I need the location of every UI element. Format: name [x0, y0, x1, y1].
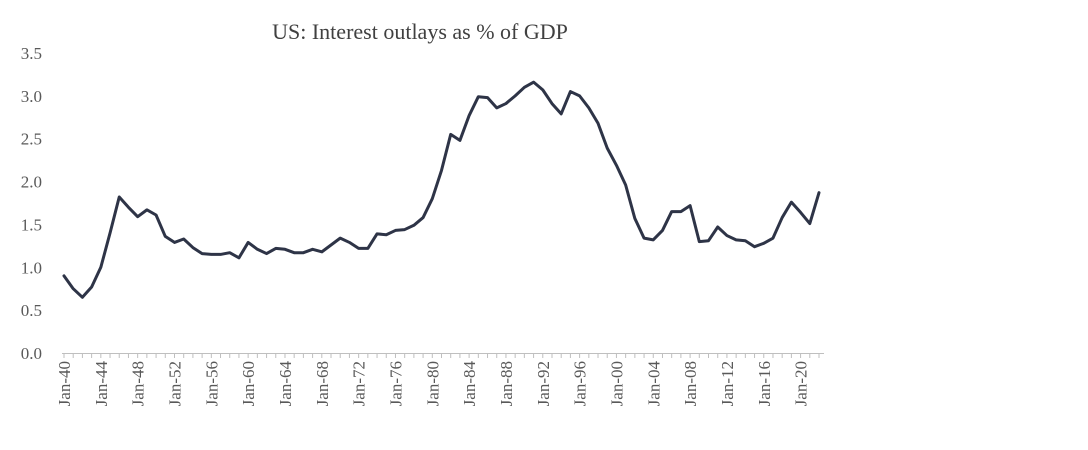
y-tick-label: 0.0	[21, 344, 42, 363]
x-tick-label: Jan-96	[571, 361, 590, 406]
x-tick-label: Jan-68	[313, 361, 332, 406]
y-axis-tick-labels: 0.0 0.5 1.0 1.5 2.0 2.5 3.0 3.5	[21, 44, 42, 363]
x-tick-label: Jan-92	[534, 361, 553, 406]
x-tick-label: Jan-64	[276, 361, 295, 407]
x-tick-label: Jan-80	[423, 361, 442, 406]
x-tick-label: Jan-00	[607, 361, 626, 406]
y-tick-label: 3.5	[21, 44, 42, 63]
x-tick-label: Jan-04	[644, 361, 663, 407]
y-tick-label: 2.0	[21, 173, 42, 192]
x-tick-label: Jan-44	[92, 361, 111, 407]
y-tick-label: 2.5	[21, 130, 42, 149]
y-tick-label: 0.5	[21, 301, 42, 320]
y-tick-label: 1.5	[21, 215, 42, 234]
y-tick-label: 3.0	[21, 87, 42, 106]
x-tick-label: Jan-12	[718, 361, 737, 406]
x-tick-label: Jan-76	[386, 361, 405, 406]
x-tick-label: Jan-84	[460, 361, 479, 407]
y-tick-label: 1.0	[21, 258, 42, 277]
x-tick-label: Jan-72	[350, 361, 369, 406]
x-tick-label: Jan-88	[497, 361, 516, 406]
x-tick-label: Jan-52	[165, 361, 184, 406]
x-tick-label: Jan-40	[55, 361, 74, 406]
x-tick-label: Jan-08	[681, 361, 700, 406]
x-tick-label: Jan-60	[239, 361, 258, 406]
x-tick-label: Jan-48	[129, 361, 148, 406]
x-axis-tick-marks	[63, 353, 820, 358]
chart-title: US: Interest outlays as % of GDP	[272, 19, 568, 44]
x-axis-tick-labels: Jan-40 Jan-44 Jan-48 Jan-52 Jan-56 Jan-60 Jan-…	[55, 361, 811, 407]
x-tick-label: Jan-16	[755, 361, 774, 406]
series-line	[62, 80, 821, 299]
x-tick-label: Jan-56	[202, 361, 221, 406]
x-tick-label: Jan-20	[792, 361, 811, 406]
